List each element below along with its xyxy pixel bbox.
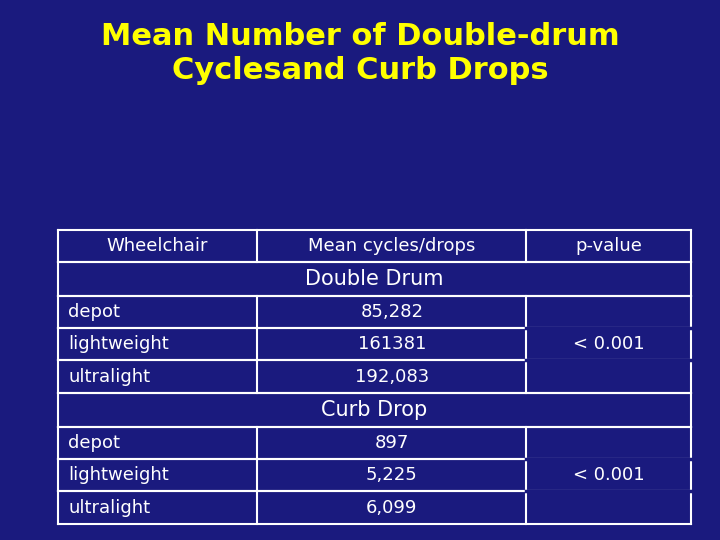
Text: < 0.001: < 0.001 bbox=[573, 466, 644, 484]
Text: ultralight: ultralight bbox=[68, 368, 150, 386]
Text: Double Drum: Double Drum bbox=[305, 269, 444, 289]
Text: lightweight: lightweight bbox=[68, 335, 169, 353]
Text: Curb Drop: Curb Drop bbox=[321, 400, 428, 420]
Text: depot: depot bbox=[68, 434, 120, 452]
Text: 897: 897 bbox=[374, 434, 409, 452]
Text: 192,083: 192,083 bbox=[355, 368, 429, 386]
Text: 6,099: 6,099 bbox=[366, 498, 418, 517]
Text: 161381: 161381 bbox=[358, 335, 426, 353]
Text: Mean cycles/drops: Mean cycles/drops bbox=[308, 237, 475, 255]
Text: ultralight: ultralight bbox=[68, 498, 150, 517]
Text: < 0.001: < 0.001 bbox=[573, 335, 644, 353]
Text: depot: depot bbox=[68, 303, 120, 321]
Text: Mean Number of Double-drum
Cyclesand Curb Drops: Mean Number of Double-drum Cyclesand Cur… bbox=[101, 22, 619, 85]
Text: p-value: p-value bbox=[575, 237, 642, 255]
Text: Wheelchair: Wheelchair bbox=[107, 237, 208, 255]
Text: lightweight: lightweight bbox=[68, 466, 169, 484]
Text: 5,225: 5,225 bbox=[366, 466, 418, 484]
Text: 85,282: 85,282 bbox=[360, 303, 423, 321]
